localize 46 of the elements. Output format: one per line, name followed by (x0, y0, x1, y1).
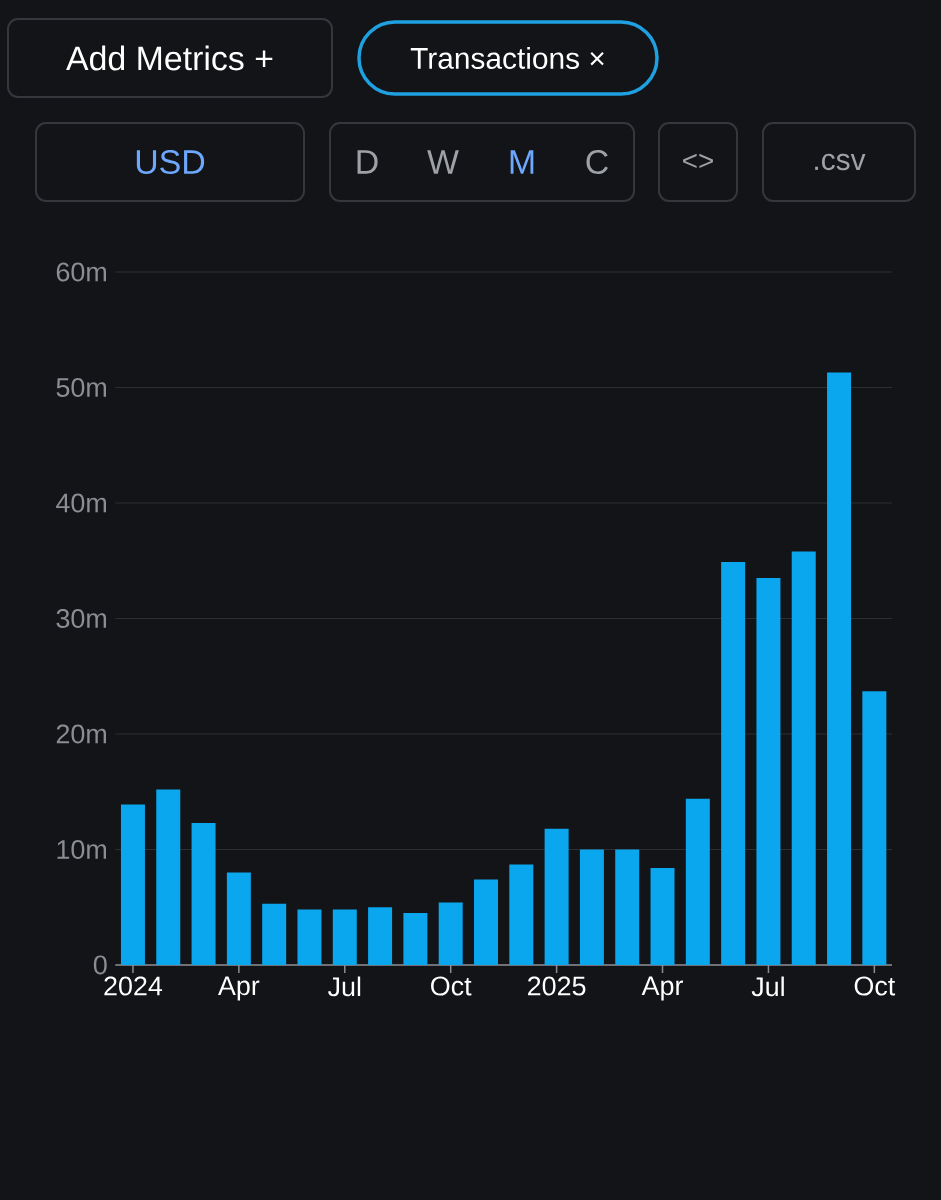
bar (297, 909, 322, 965)
text: Add Metrics + (66, 45, 273, 71)
x-tick-label: Apr (641, 976, 684, 1001)
text: W (427, 150, 459, 174)
y-tick-label: 40m (56, 493, 106, 513)
bar (650, 867, 675, 965)
bar (403, 913, 428, 965)
text: Transactions × (410, 47, 604, 69)
y-tick-label: 30m (56, 608, 106, 629)
bar (120, 804, 145, 965)
x-tick-label: Jul (751, 976, 784, 997)
bar (791, 551, 816, 965)
bar (827, 372, 852, 965)
bar (685, 798, 710, 965)
text: <> (683, 153, 713, 169)
text: M (510, 150, 534, 174)
bar (721, 561, 746, 965)
bar (862, 691, 887, 965)
bar (756, 578, 781, 965)
y-tick-label: 10m (57, 839, 106, 860)
bar (368, 907, 393, 965)
bar (474, 879, 498, 965)
text: USD (136, 150, 205, 174)
y-tick-label: 60m (56, 262, 106, 282)
bar (191, 822, 216, 965)
bar (544, 828, 569, 965)
x-tick-label: 2024 (104, 976, 163, 996)
x-tick-label: Apr (217, 976, 260, 1001)
x-tick-label: Jul (328, 976, 361, 997)
bar (438, 902, 463, 965)
bar (332, 909, 357, 965)
text: C (586, 150, 608, 174)
x-tick-label: Oct (854, 976, 896, 996)
bar (226, 872, 251, 965)
bar (262, 903, 287, 965)
bar (615, 849, 640, 965)
bar (579, 849, 604, 965)
bar (509, 864, 534, 965)
y-tick-label: 50m (56, 377, 106, 398)
y-tick-label: 20m (56, 724, 106, 744)
x-tick-label: Oct (431, 976, 472, 996)
text: D (357, 150, 378, 174)
y-tick-label: 0 (93, 955, 107, 975)
bar (156, 789, 181, 965)
x-tick-label: 2025 (528, 976, 586, 996)
text: .csv (815, 153, 866, 171)
